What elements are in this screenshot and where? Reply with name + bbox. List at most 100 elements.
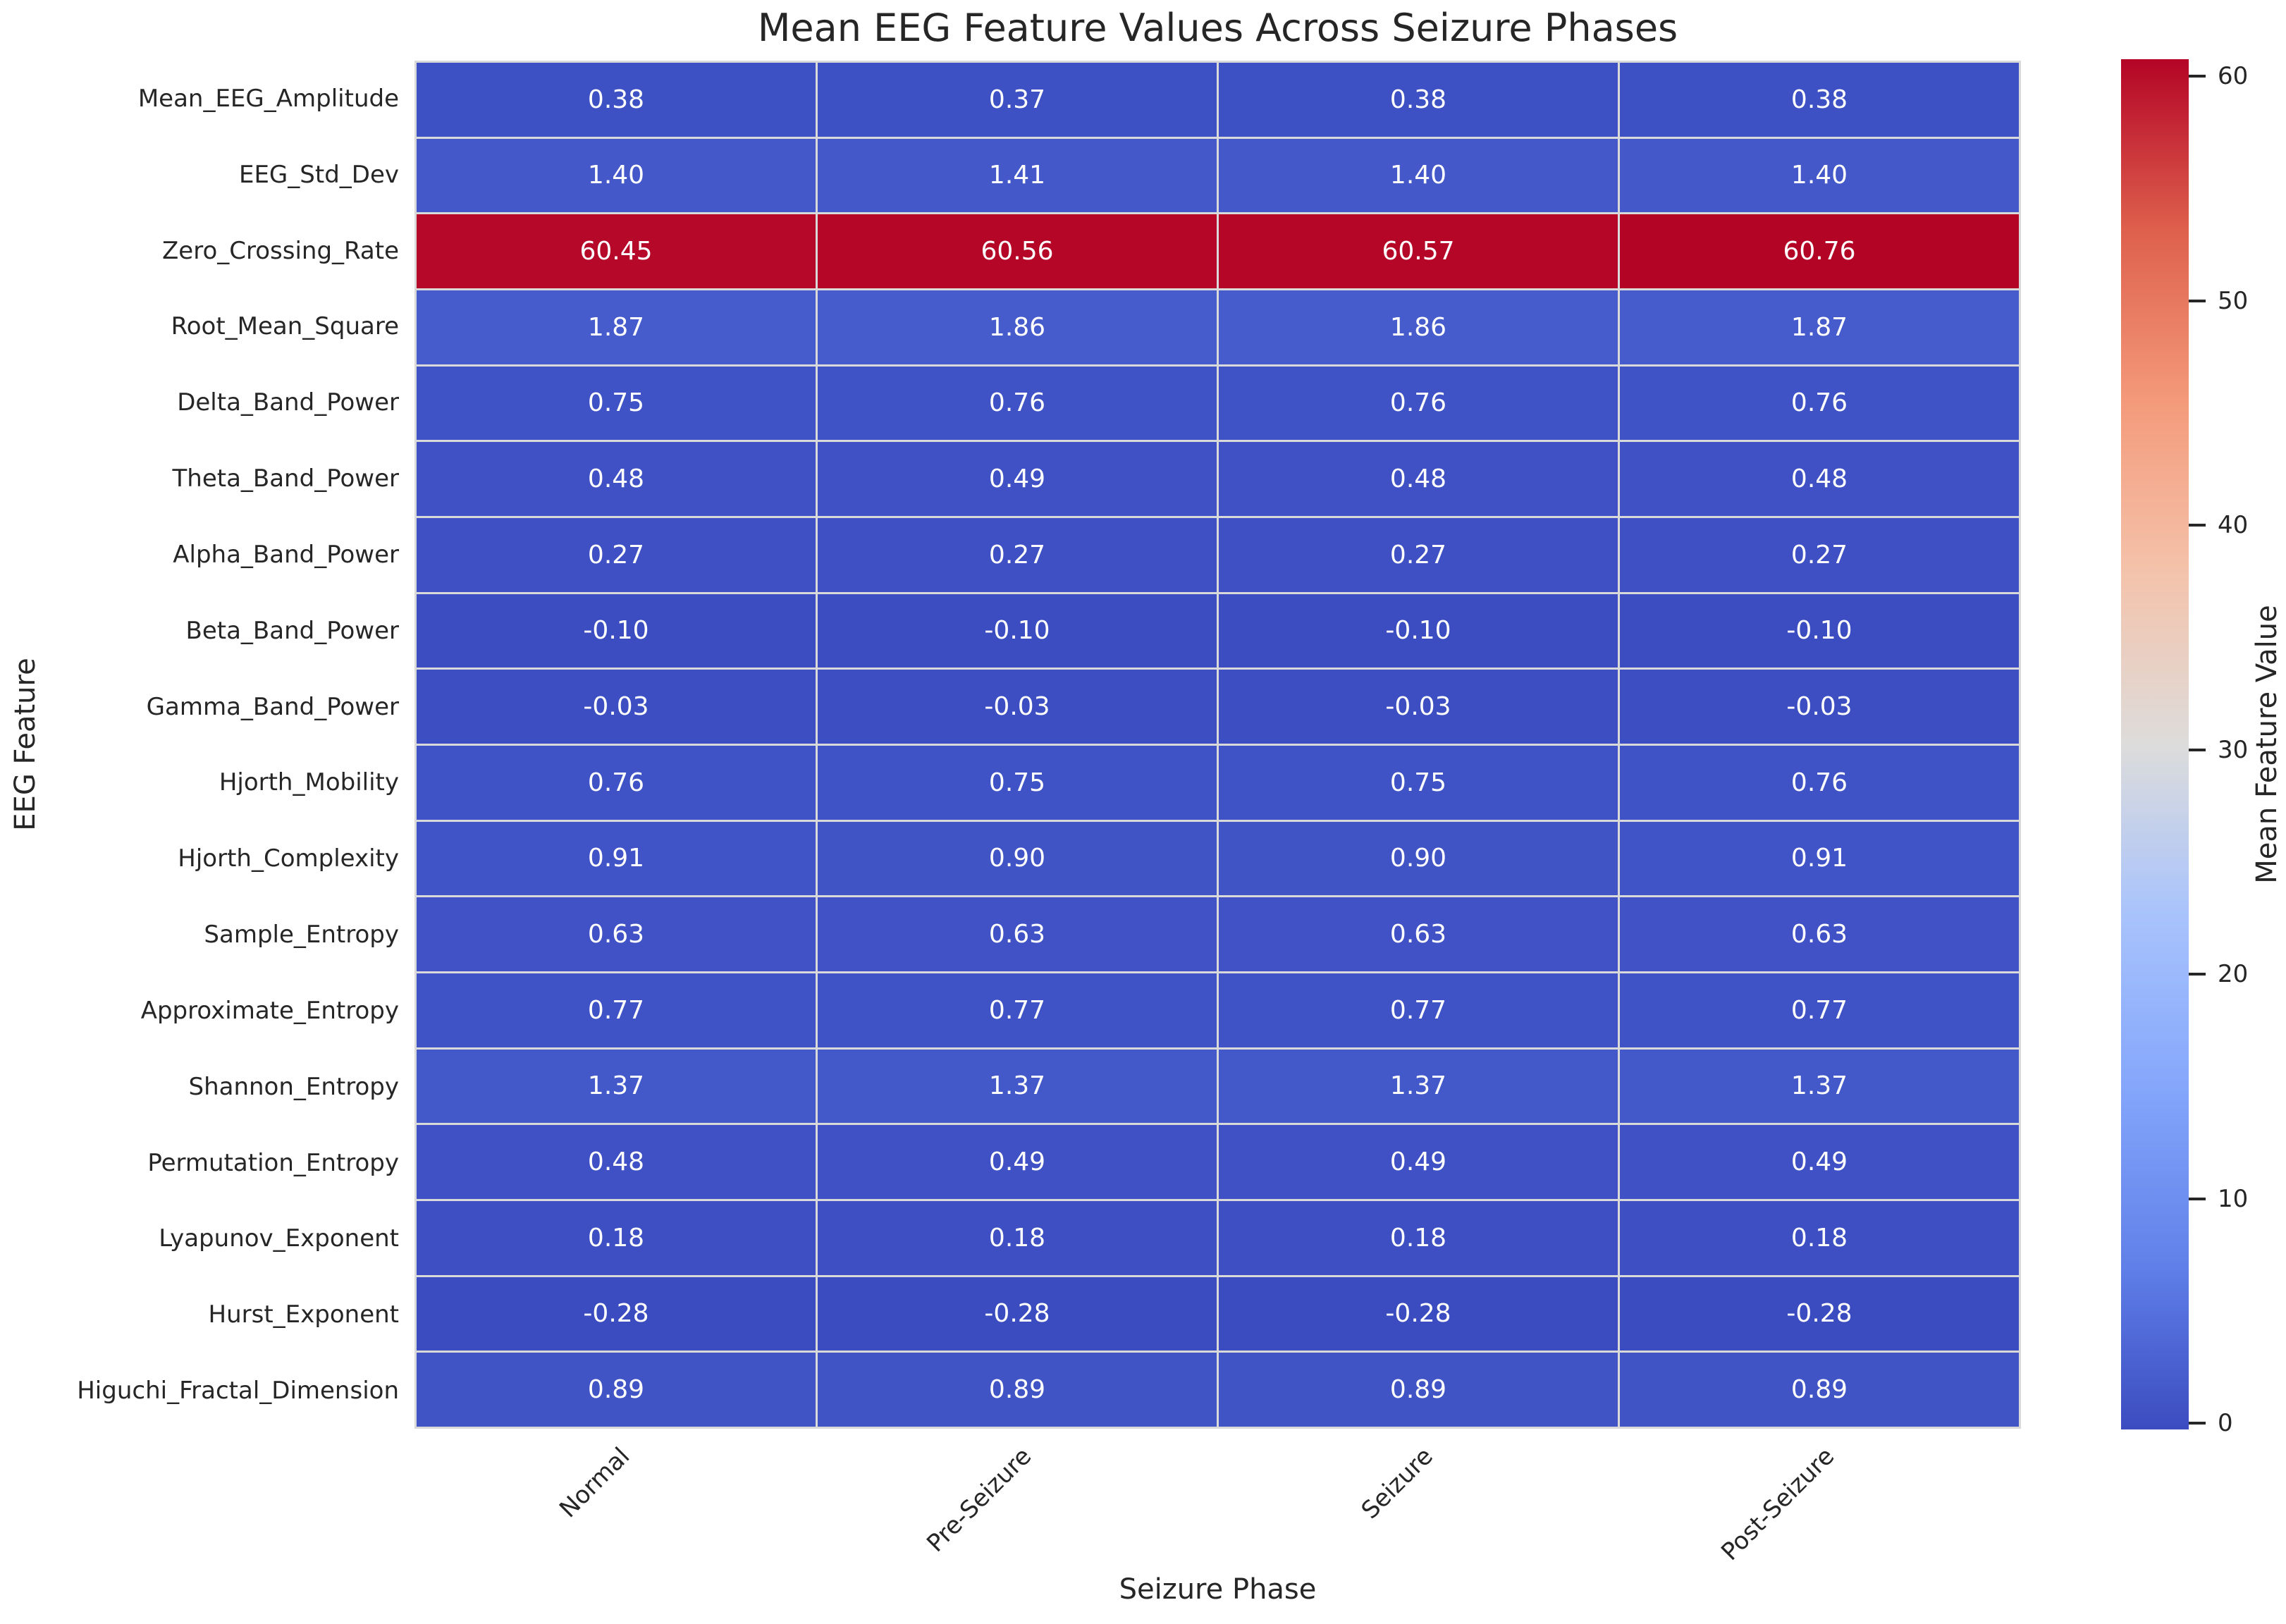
heatmap-cell: 60.56 [818, 214, 1217, 288]
heatmap-cell: 0.77 [1620, 973, 2019, 1047]
x-axis-label: Seizure Phase [1119, 1573, 1317, 1606]
heatmap-cell: 1.87 [417, 290, 816, 364]
heatmap-cell: 0.89 [417, 1353, 816, 1427]
heatmap-cell: -0.10 [1620, 593, 2019, 668]
heatmap-cell: 1.37 [1219, 1049, 1618, 1124]
heatmap-cell: 1.37 [1620, 1049, 2019, 1124]
y-tick-label: Beta_Band_Power [185, 616, 400, 645]
heatmap-cell: 0.18 [417, 1200, 816, 1275]
heatmap-cell: 1.41 [818, 138, 1217, 213]
heatmap-cell: 0.76 [1620, 366, 2019, 441]
heatmap-cell: 0.48 [1219, 442, 1618, 516]
heatmap-cell: 0.89 [1620, 1353, 2019, 1427]
heatmap-cell: 0.27 [1219, 517, 1618, 592]
heatmap-cell: 0.75 [1219, 745, 1618, 820]
heatmap-cell: 0.27 [1620, 517, 2019, 592]
colorbar-tick-label: 0 [2218, 1409, 2233, 1438]
y-tick-label: EEG_Std_Dev [238, 160, 399, 189]
heatmap-cell: 0.76 [1219, 366, 1618, 441]
colorbar-tick-mark [2189, 299, 2206, 302]
heatmap-cell: 0.63 [818, 897, 1217, 971]
heatmap-cell: 0.38 [1620, 63, 2019, 137]
heatmap-cell: 1.86 [818, 290, 1217, 364]
heatmap-cell: 0.48 [1620, 442, 2019, 516]
heatmap-cell: -0.10 [1219, 593, 1618, 668]
y-axis-label: EEG Feature [9, 658, 42, 831]
colorbar-label: Mean Feature Value [2251, 605, 2283, 884]
heatmap-cell: 60.76 [1620, 214, 2019, 288]
heatmap-cell: 0.63 [1620, 897, 2019, 971]
heatmap-cell: 0.90 [1219, 821, 1618, 896]
heatmap-cell: -0.10 [818, 593, 1217, 668]
heatmap-cell: -0.10 [417, 593, 816, 668]
y-tick-label: Lyapunov_Exponent [159, 1224, 399, 1253]
y-tick-label: Gamma_Band_Power [146, 692, 399, 721]
x-tick-label: Pre-Seizure [921, 1442, 1037, 1558]
heatmap-cell: 1.87 [1620, 290, 2019, 364]
y-tick-label: Zero_Crossing_Rate [162, 236, 399, 265]
heatmap-cell: 1.40 [417, 138, 816, 213]
heatmap-cell: 0.76 [417, 745, 816, 820]
y-tick-label: Hurst_Exponent [208, 1300, 399, 1329]
heatmap-cell: 0.38 [1219, 63, 1618, 137]
heatmap-cell: 0.48 [417, 1125, 816, 1199]
heatmap-cell: -0.28 [1620, 1277, 2019, 1351]
heatmap-cell: 0.49 [1620, 1125, 2019, 1199]
colorbar [2121, 59, 2189, 1429]
colorbar-tick-mark [2189, 748, 2206, 751]
colorbar-tick-mark [2189, 524, 2206, 527]
heatmap-cell: 1.86 [1219, 290, 1618, 364]
heatmap-cell: 0.49 [818, 1125, 1217, 1199]
y-tick-label: Approximate_Entropy [140, 996, 399, 1025]
heatmap-cell: 0.18 [1620, 1200, 2019, 1275]
y-tick-label: Mean_EEG_Amplitude [137, 84, 399, 113]
heatmap-cell: 1.37 [818, 1049, 1217, 1124]
colorbar-tick-mark [2189, 1422, 2206, 1425]
y-tick-label: Delta_Band_Power [177, 388, 399, 417]
y-tick-label: Permutation_Entropy [147, 1148, 399, 1177]
heatmap-cell: 1.40 [1219, 138, 1618, 213]
heatmap-cell: 0.38 [417, 63, 816, 137]
heatmap-cell: 0.49 [818, 442, 1217, 516]
y-tick-label: Theta_Band_Power [172, 465, 400, 493]
colorbar-tick-label: 30 [2218, 735, 2249, 764]
heatmap-cell: 0.75 [417, 366, 816, 441]
heatmap-cell: 0.63 [1219, 897, 1618, 971]
colorbar-tick-label: 50 [2218, 286, 2249, 315]
colorbar-tick-label: 20 [2218, 960, 2249, 989]
heatmap-cell: 0.75 [818, 745, 1217, 820]
heatmap-cell: 0.89 [1219, 1353, 1618, 1427]
colorbar-tick-mark [2189, 973, 2206, 976]
heatmap-cell: 0.76 [1620, 745, 2019, 820]
y-tick-label: Shannon_Entropy [188, 1072, 399, 1101]
heatmap-cell: 0.18 [818, 1200, 1217, 1275]
heatmap-cell: -0.03 [818, 670, 1217, 744]
heatmap-cell: -0.28 [417, 1277, 816, 1351]
heatmap-cell: 0.91 [1620, 821, 2019, 896]
heatmap-cell: 0.63 [417, 897, 816, 971]
y-tick-label: Alpha_Band_Power [173, 540, 399, 569]
chart-title: Mean EEG Feature Values Across Seizure P… [757, 6, 1678, 50]
y-tick-label: Sample_Entropy [204, 921, 399, 949]
heatmap-cell: 0.89 [818, 1353, 1217, 1427]
heatmap-grid: 0.38 0.37 0.38 0.38 1.40 1.41 1.40 1.40 60.45 60.… [414, 61, 2021, 1429]
x-tick-label: Post-Seizure [1716, 1442, 1841, 1567]
heatmap-cell: -0.03 [417, 670, 816, 744]
heatmap-cell: -0.28 [818, 1277, 1217, 1351]
colorbar-tick-mark [2189, 75, 2206, 78]
heatmap-cell: 60.45 [417, 214, 816, 288]
y-tick-label: Higuchi_Fractal_Dimension [77, 1377, 399, 1405]
x-tick-label: Normal [553, 1442, 636, 1524]
heatmap-cell: 60.57 [1219, 214, 1618, 288]
heatmap-cell: 0.49 [1219, 1125, 1618, 1199]
heatmap-cell: 0.27 [417, 517, 816, 592]
heatmap-cell: -0.03 [1620, 670, 2019, 744]
heatmap-cell: 0.77 [417, 973, 816, 1047]
x-tick-label: Seizure [1356, 1442, 1439, 1525]
heatmap-cell: 0.27 [818, 517, 1217, 592]
colorbar-tick-label: 10 [2218, 1184, 2249, 1213]
heatmap-cell: -0.28 [1219, 1277, 1618, 1351]
y-tick-label: Root_Mean_Square [171, 312, 399, 341]
heatmap-cell: 0.48 [417, 442, 816, 516]
